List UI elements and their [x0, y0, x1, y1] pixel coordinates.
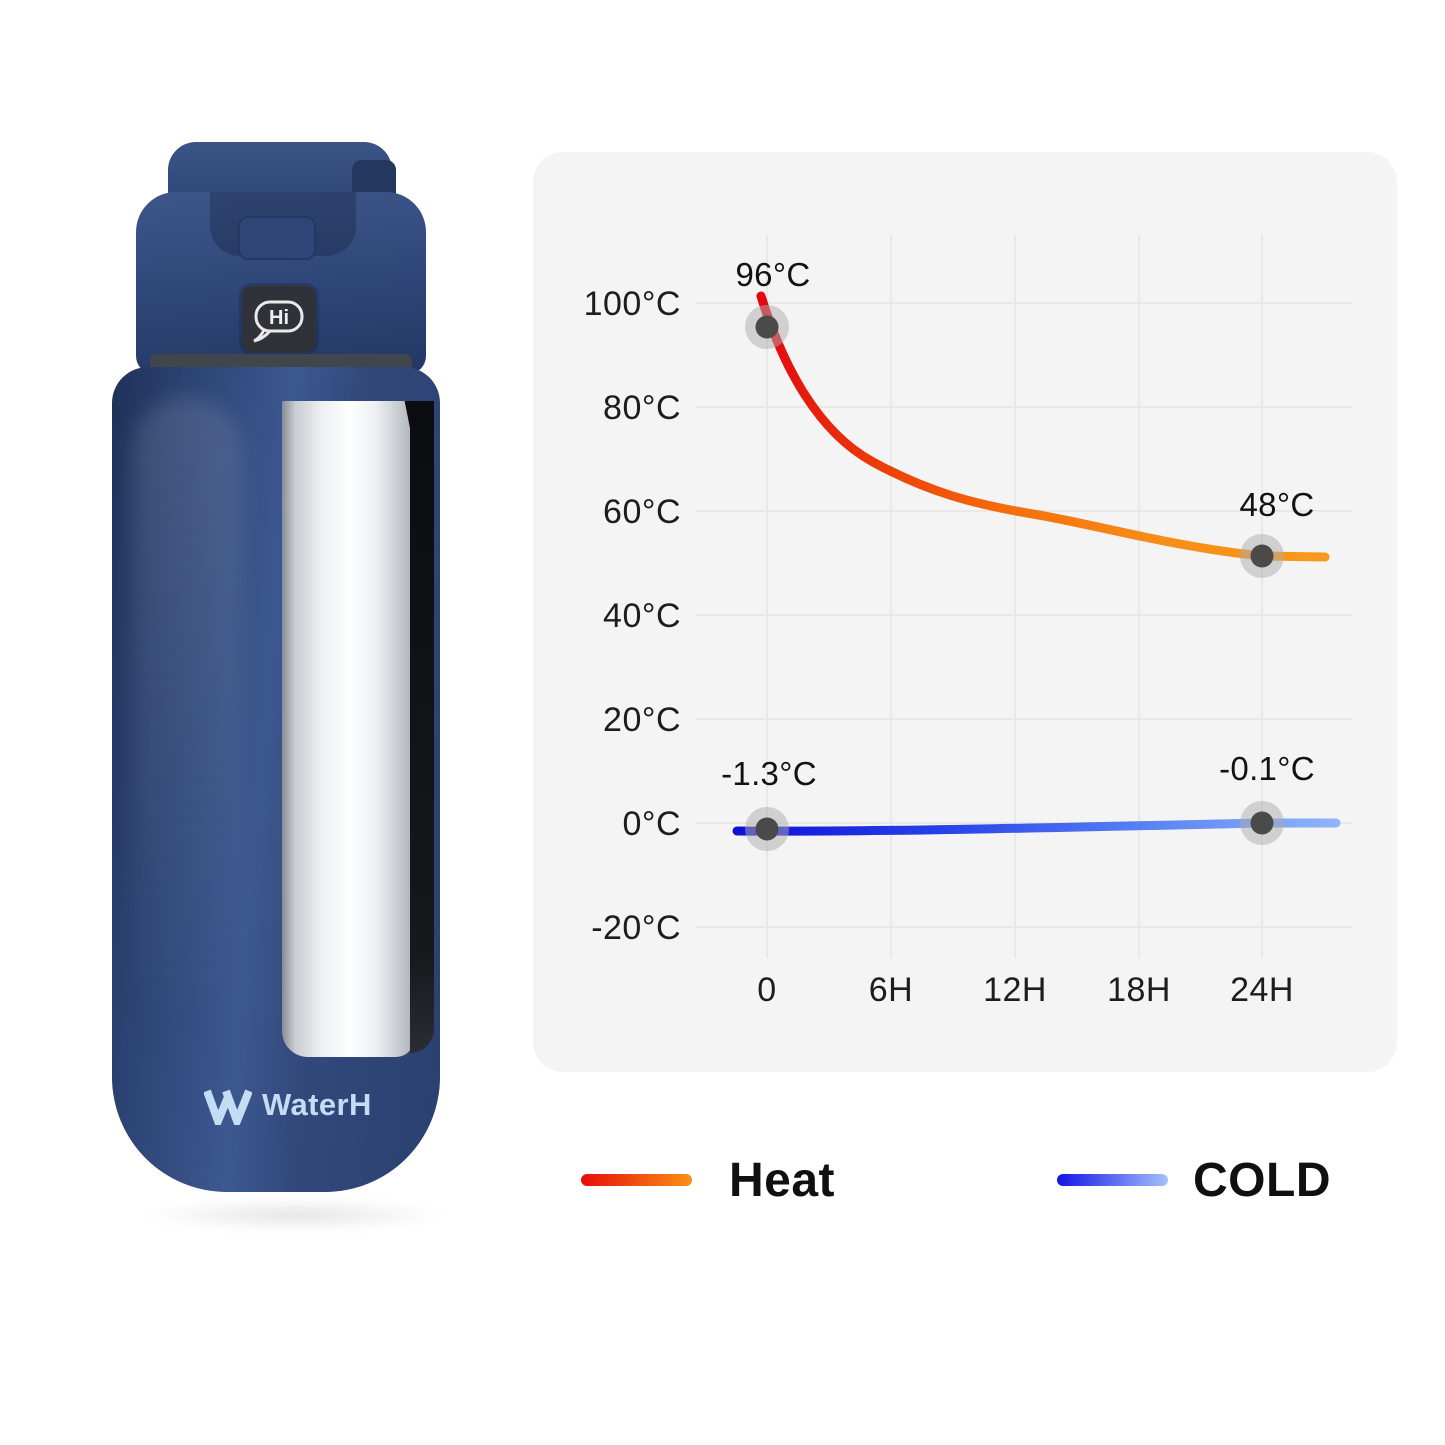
brand-name: WaterH — [262, 1087, 372, 1122]
heat-start-label: 96°C — [736, 256, 811, 293]
cold-line — [732, 818, 1341, 836]
x-tick-label: 24H — [1230, 971, 1294, 1009]
gridlines — [695, 235, 1353, 958]
y-axis-labels: 100°C 80°C 60°C 40°C 20°C 0°C -20°C — [584, 285, 681, 947]
data-point-heat-start — [745, 305, 789, 349]
bottle-shadow — [140, 1198, 450, 1232]
waterh-w-icon — [204, 1089, 252, 1125]
bottle-highlight — [132, 397, 242, 1037]
bottle-lid-latch — [238, 216, 316, 260]
cold-legend-label: COLD — [1193, 1154, 1331, 1207]
bottle-gasket-ring — [150, 354, 412, 371]
data-point-heat-end — [1240, 534, 1284, 578]
y-tick-label: 80°C — [603, 389, 681, 427]
heat-end-label: 48°C — [1240, 486, 1315, 523]
temperature-chart-panel: 100°C 80°C 60°C 40°C 20°C 0°C -20°C 0 6H… — [533, 152, 1397, 1072]
steel-cutaway — [282, 401, 414, 1057]
cold-legend-swatch — [1057, 1174, 1168, 1186]
cold-end-label: -0.1°C — [1219, 750, 1315, 787]
y-tick-label: 100°C — [584, 285, 681, 323]
data-point-cold-start — [745, 807, 789, 851]
y-tick-label: 60°C — [603, 493, 681, 531]
water-bottle: Hi WaterH — [0, 0, 540, 1260]
hi-speech-bubble-icon: Hi — [253, 300, 304, 343]
cold-start-label: -1.3°C — [721, 755, 817, 792]
data-point-markers — [745, 305, 1284, 851]
data-point-labels: 96°C 48°C -1.3°C -0.1°C — [721, 256, 1315, 792]
cutaway-dark-edge — [410, 401, 434, 1053]
hi-button-label: Hi — [269, 307, 289, 329]
y-tick-label: 20°C — [603, 701, 681, 739]
bottle-body: WaterH — [112, 367, 440, 1192]
data-point-cold-end — [1240, 801, 1284, 845]
x-tick-label: 18H — [1107, 971, 1171, 1009]
temperature-retention-chart: 100°C 80°C 60°C 40°C 20°C 0°C -20°C 0 6H… — [584, 235, 1353, 1009]
brand-logo: WaterH — [204, 1085, 372, 1125]
x-tick-label: 0 — [757, 971, 776, 1009]
heat-legend-label: Heat — [729, 1154, 836, 1207]
y-tick-label: -20°C — [591, 909, 681, 947]
heat-line — [756, 291, 1330, 562]
y-tick-label: 0°C — [622, 805, 681, 843]
x-tick-label: 6H — [869, 971, 913, 1009]
x-tick-label: 12H — [983, 971, 1047, 1009]
y-tick-label: 40°C — [603, 597, 681, 635]
x-axis-labels: 0 6H 12H 18H 24H — [757, 971, 1294, 1009]
bottle-hi-button: Hi — [242, 286, 316, 352]
heat-legend-swatch — [581, 1174, 692, 1186]
